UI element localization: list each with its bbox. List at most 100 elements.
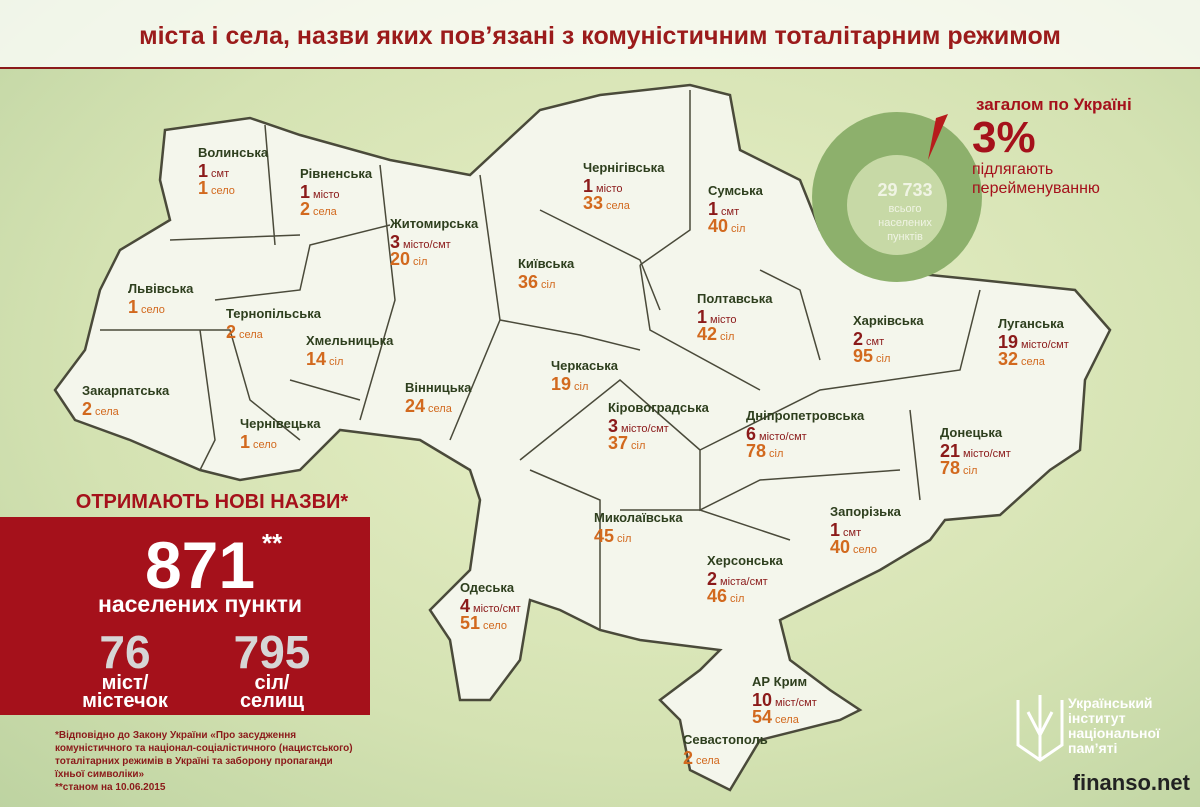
region-name: Волинська: [198, 145, 269, 160]
region-count: 54 села: [752, 707, 800, 727]
region-name: Севастополь: [683, 732, 768, 747]
region-count: 20 сіл: [390, 249, 427, 269]
region-name: Луганська: [998, 316, 1065, 331]
region-count: 95 сіл: [853, 346, 890, 366]
region-count: 51 село: [460, 613, 507, 633]
region-count: 78 сіл: [940, 458, 977, 478]
count-number: 32: [998, 349, 1018, 369]
region-count: 14 сіл: [306, 349, 343, 369]
notes: *Відповідно до Закону України «Про засуд…: [54, 730, 353, 793]
count-unit: смт: [843, 527, 861, 539]
logo-text: Український: [1068, 695, 1153, 711]
region-name: Кіровоградська: [608, 400, 710, 415]
count-number: 4: [460, 596, 470, 616]
region-count: 2 села: [683, 748, 721, 768]
region-count: 19 місто/смт: [998, 332, 1069, 352]
region-name: Херсонська: [707, 553, 784, 568]
count-unit: села: [428, 403, 453, 415]
count-unit: села: [239, 329, 264, 341]
towns: 76: [99, 626, 150, 678]
count-unit: села: [775, 714, 800, 726]
region-name: Одеська: [460, 580, 515, 595]
count-number: 51: [460, 613, 480, 633]
new-names: ОТРИМАЮТЬ НОВІ НАЗВИ* 871 ** населених пунк…: [0, 491, 370, 715]
region-count: 33 села: [583, 193, 631, 213]
region-name: Сумська: [708, 183, 764, 198]
count-number: 42: [697, 324, 717, 344]
count-number: 78: [746, 441, 766, 461]
overall-caption: перейменуванню: [972, 180, 1100, 197]
count-unit: міста/смт: [720, 576, 768, 588]
donut-wedge: [928, 114, 948, 160]
count-unit: сіл: [329, 356, 343, 368]
region-count: 2 села: [82, 399, 120, 419]
region-name: Чернівецька: [240, 416, 321, 431]
count-unit: сіл: [574, 381, 588, 393]
region-count: 1 місто: [697, 307, 737, 327]
count-unit: сіл: [541, 279, 555, 291]
region-name: Миколаївська: [594, 510, 683, 525]
overall-total: 29 733: [877, 180, 932, 200]
note: їхньої символіки»: [54, 769, 145, 780]
count-unit: місто/смт: [1021, 339, 1069, 351]
region-count: 3 місто/смт: [608, 416, 669, 436]
region-name: Чернігівська: [583, 160, 665, 175]
region-name: Львівська: [128, 281, 194, 296]
count-unit: смт: [721, 206, 739, 218]
count-number: 1: [583, 176, 593, 196]
overall-total-label: всього: [889, 203, 922, 215]
villages-label: сіл/: [255, 672, 290, 694]
region-name: Черкаська: [551, 358, 619, 373]
count-unit: сіл: [631, 440, 645, 452]
region-count: 45 сіл: [594, 526, 631, 546]
count-unit: місто: [710, 314, 737, 326]
count-number: 3: [390, 232, 400, 252]
region-name: Київська: [518, 256, 575, 271]
logo-text: національної: [1068, 725, 1161, 741]
region-count: 2 міста/смт: [707, 569, 768, 589]
overall-caption: підлягають: [972, 161, 1053, 178]
count-unit: місто/смт: [621, 423, 669, 435]
region-name: Закарпатська: [82, 383, 170, 398]
villages: 795: [234, 626, 311, 678]
count-unit: місто/смт: [473, 603, 521, 615]
count-unit: сіл: [413, 256, 427, 268]
region-count: 40 сіл: [708, 216, 745, 236]
count-number: 19: [998, 332, 1018, 352]
count-unit: сіл: [617, 533, 631, 545]
count-unit: село: [253, 439, 277, 451]
count-number: 37: [608, 433, 628, 453]
region-name: Донецька: [940, 425, 1003, 440]
overall-total-label: населених: [878, 217, 932, 229]
count-number: 95: [853, 346, 873, 366]
region-count: 1 село: [128, 297, 165, 317]
count-number: 2: [707, 569, 717, 589]
region-count: 24 села: [405, 396, 453, 416]
count-unit: села: [1021, 356, 1046, 368]
count-unit: село: [141, 304, 165, 316]
count-number: 1: [708, 199, 718, 219]
region-name: Харківська: [853, 313, 924, 328]
region-count: 2 села: [226, 322, 264, 342]
region-count: 1 місто: [583, 176, 623, 196]
region-count: 1 село: [240, 432, 277, 452]
towns-label: містечок: [82, 690, 169, 712]
region-borders: [100, 90, 981, 630]
count-number: 1: [240, 432, 250, 452]
donut-hole: [847, 155, 947, 255]
title-bar: [0, 0, 1200, 68]
region-name: Вінницька: [405, 380, 472, 395]
region-name: Полтавська: [697, 291, 773, 306]
region-name: АР Крим: [752, 674, 807, 689]
count-number: 1: [830, 520, 840, 540]
region-count: 4 місто/смт: [460, 596, 521, 616]
region-count: 21 місто/смт: [940, 441, 1011, 461]
count-number: 24: [405, 396, 425, 416]
count-unit: села: [696, 755, 721, 767]
region-count: 1 село: [198, 178, 235, 198]
region-count: 42 сіл: [697, 324, 734, 344]
count-unit: місто: [596, 183, 623, 195]
region-count: 32 села: [998, 349, 1046, 369]
count-unit: місто/смт: [759, 431, 807, 443]
